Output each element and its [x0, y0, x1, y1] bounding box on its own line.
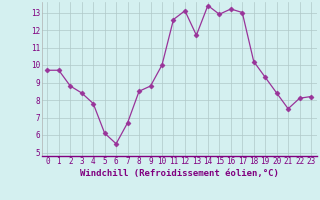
X-axis label: Windchill (Refroidissement éolien,°C): Windchill (Refroidissement éolien,°C) [80, 169, 279, 178]
